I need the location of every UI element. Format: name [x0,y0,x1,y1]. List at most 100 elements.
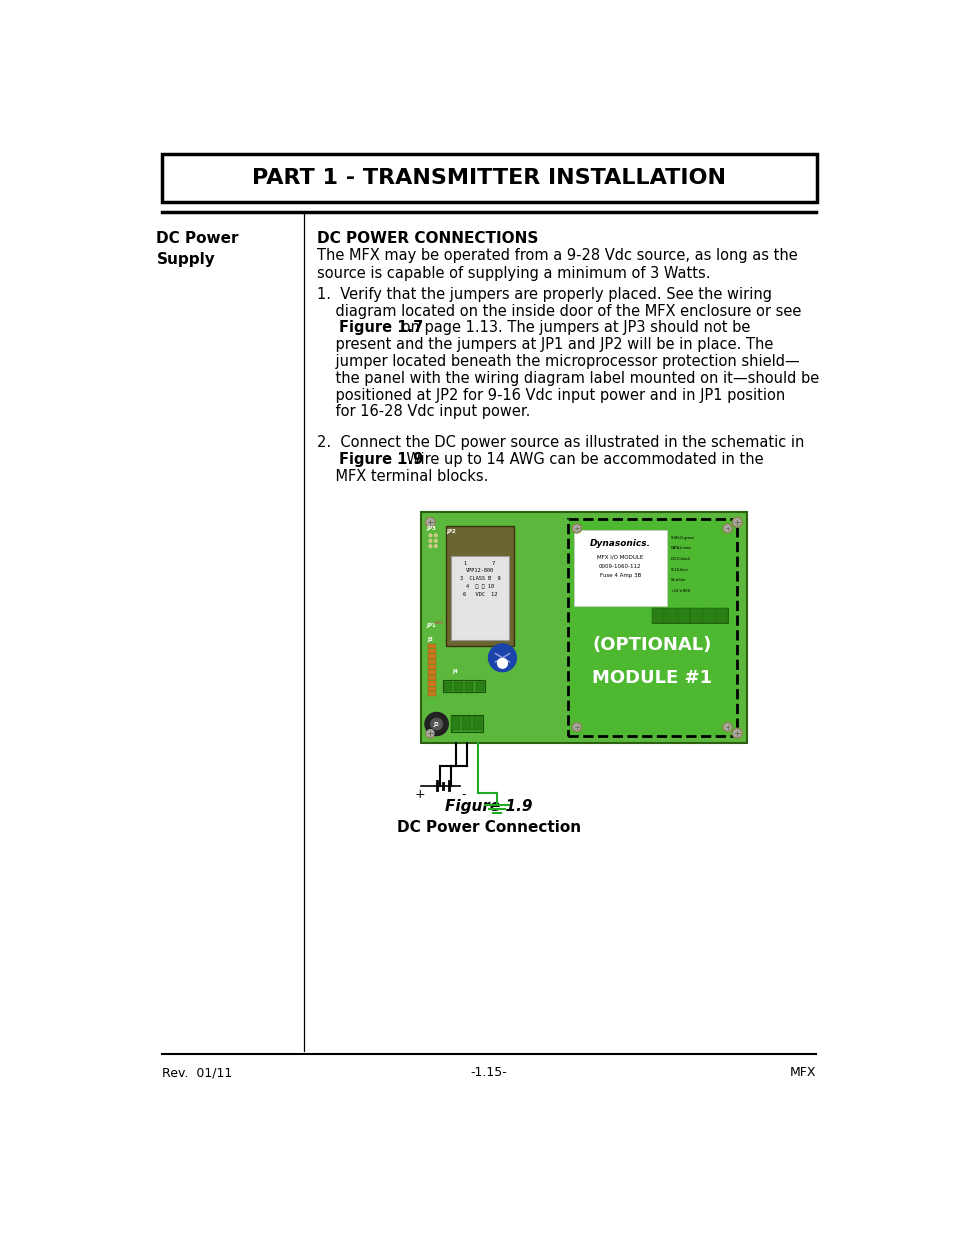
Text: Figure 1.9: Figure 1.9 [445,799,532,814]
Text: MODULE #1: MODULE #1 [592,668,712,687]
Bar [428,682,436,685]
Bar [428,666,436,669]
Text: DCLK-black: DCLK-black [670,557,690,561]
Bar [715,608,727,624]
Bar [428,692,436,697]
Text: DATA-brown: DATA-brown [670,546,691,551]
Bar [652,608,663,624]
Circle shape [434,534,436,537]
Text: SCLK-blue: SCLK-blue [670,568,688,572]
Circle shape [425,517,435,527]
Text: DC POWER CONNECTIONS: DC POWER CONNECTIONS [316,231,537,246]
Text: Fuse 4 Amp 3B: Fuse 4 Amp 3B [599,573,640,578]
Text: 3  CLASS B  9: 3 CLASS B 9 [459,577,499,582]
Text: Figure 1.7: Figure 1.7 [338,320,423,336]
Circle shape [732,729,741,739]
Text: present and the jumpers at JP1 and JP2 will be in place. The: present and the jumpers at JP1 and JP2 w… [316,337,773,352]
Circle shape [434,540,436,542]
Text: +24 V-RED: +24 V-RED [670,589,689,593]
Circle shape [572,722,581,731]
Circle shape [732,517,741,527]
Text: JP2: JP2 [445,529,456,535]
Text: MFX I/O MODULE: MFX I/O MODULE [597,555,642,559]
Text: MFX: MFX [789,1066,815,1079]
Circle shape [497,658,507,668]
Bar [573,530,666,606]
Text: on page 1.13. The jumpers at JP3 should not be: on page 1.13. The jumpers at JP3 should … [396,320,750,336]
Circle shape [722,722,732,731]
Text: VPP12-800: VPP12-800 [465,568,494,573]
Circle shape [573,724,579,730]
Circle shape [424,713,448,736]
Bar [451,716,459,730]
Text: J2: J2 [433,722,438,727]
Circle shape [434,545,436,547]
Text: source is capable of supplying a minimum of 3 Watts.: source is capable of supplying a minimum… [316,266,710,282]
Bar [428,655,436,658]
Bar [443,682,452,690]
Text: Rev.  01/11: Rev. 01/11 [162,1066,232,1079]
Circle shape [429,540,432,542]
Bar [428,671,436,674]
Bar [475,682,483,690]
Bar [445,526,514,646]
Text: 4  ⒧ Ⓕ 10: 4 ⒧ Ⓕ 10 [465,584,494,589]
Bar [428,687,436,690]
Circle shape [427,730,434,737]
Text: MFX terminal blocks.: MFX terminal blocks. [316,468,488,484]
Bar [652,608,728,624]
Text: The MFX may be operated from a 9-28 Vdc source, as long as the: The MFX may be operated from a 9-28 Vdc … [316,248,797,263]
Bar [420,513,746,743]
Bar [690,608,701,624]
Circle shape [733,730,740,737]
Text: J3: J3 [427,637,433,642]
Bar [464,682,473,690]
Text: 0V-white: 0V-white [670,578,685,582]
Bar [664,608,676,624]
Circle shape [723,525,730,531]
Bar [428,676,436,680]
Bar [450,715,482,731]
Text: Figure 1.9: Figure 1.9 [338,452,423,467]
Bar [567,519,736,736]
Bar [473,716,481,730]
Bar [450,556,509,640]
Text: JP3: JP3 [426,526,436,531]
Text: 6   VDC  12: 6 VDC 12 [462,592,497,597]
Bar [442,680,485,693]
Circle shape [573,525,579,531]
Text: jumper located beneath the microprocessor protection shield—: jumper located beneath the microprocesso… [316,354,799,369]
Circle shape [733,519,740,526]
Text: DC Power: DC Power [156,231,238,246]
Bar [428,648,436,653]
Circle shape [431,719,442,730]
Text: (OPTIONAL): (OPTIONAL) [592,636,711,655]
Bar [461,716,470,730]
Text: Dynasonics.: Dynasonics. [589,540,650,548]
Text: positioned at JP2 for 9-16 Vdc input power and in JP1 position: positioned at JP2 for 9-16 Vdc input pow… [316,388,784,403]
Circle shape [429,545,432,547]
Text: PART 1 - TRANSMITTER INSTALLATION: PART 1 - TRANSMITTER INSTALLATION [252,168,725,188]
Bar [677,608,689,624]
Text: J4: J4 [452,669,457,674]
Circle shape [425,729,435,739]
Text: SHIELD-green: SHIELD-green [670,536,695,540]
Circle shape [488,643,516,672]
Text: Supply: Supply [156,252,215,267]
Text: JP1: JP1 [426,624,436,629]
Text: -: - [461,788,465,802]
Bar [162,154,816,203]
Text: the panel with the wiring diagram label mounted on it—should be: the panel with the wiring diagram label … [316,370,819,385]
Circle shape [722,524,732,534]
Bar [454,682,462,690]
Text: +: + [414,788,424,802]
Text: 2.  Connect the DC power source as illustrated in the schematic in: 2. Connect the DC power source as illust… [316,435,803,450]
Text: . Wire up to 14 AWG can be accommodated in the: . Wire up to 14 AWG can be accommodated … [396,452,763,467]
Text: 1.  Verify that the jumpers are properly placed. See the wiring: 1. Verify that the jumpers are properly … [316,287,771,301]
Text: DC Power Connection: DC Power Connection [396,820,580,835]
Circle shape [572,524,581,534]
Text: for 16-28 Vdc input power.: for 16-28 Vdc input power. [316,404,530,420]
Text: diagram located on the inside door of the MFX enclosure or see: diagram located on the inside door of th… [316,304,801,319]
Text: -1.15-: -1.15- [470,1066,507,1079]
Bar [702,608,714,624]
